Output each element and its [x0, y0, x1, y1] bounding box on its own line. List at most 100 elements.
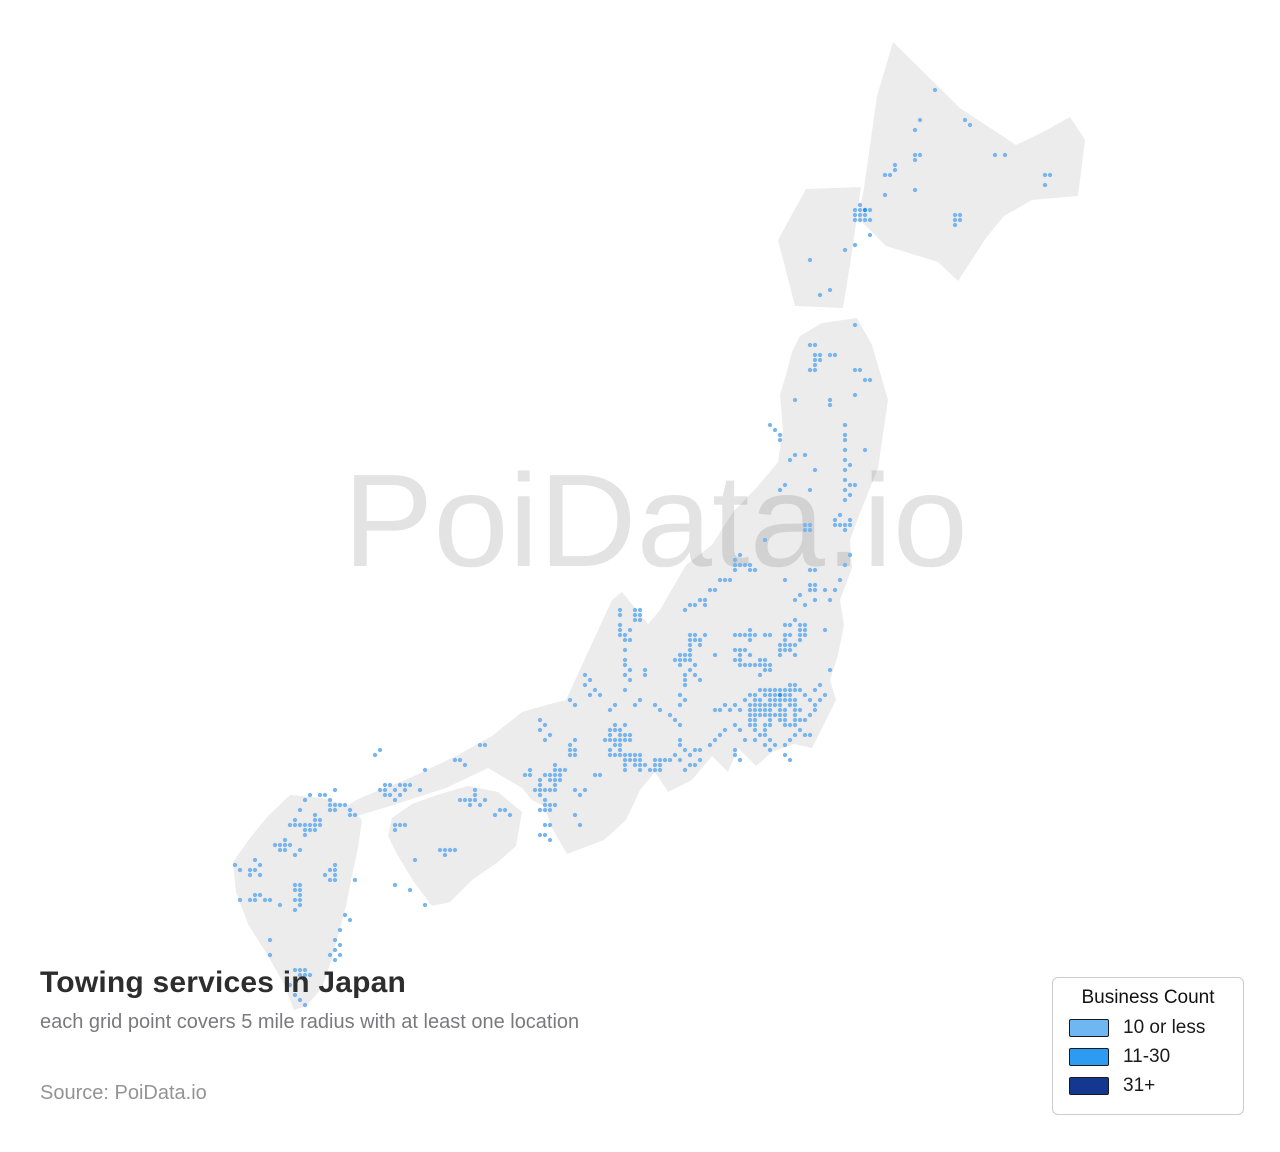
grid-dot [767, 712, 773, 718]
grid-dot [622, 632, 628, 638]
grid-dot [677, 662, 683, 668]
grid-dot [607, 752, 613, 758]
grid-dot [782, 717, 788, 723]
grid-dot [807, 732, 813, 738]
grid-dot [612, 727, 618, 733]
grid-dot [712, 652, 718, 658]
grid-dot [752, 662, 758, 668]
grid-dot [812, 367, 818, 373]
grid-dot [762, 537, 768, 543]
grid-dot [762, 707, 768, 713]
grid-dot [777, 432, 783, 438]
grid-dot [787, 622, 793, 628]
grid-dot [757, 732, 763, 738]
grid-dot [842, 467, 848, 473]
grid-dot [827, 667, 833, 673]
grid-dot [392, 882, 398, 888]
grid-dot [787, 687, 793, 693]
grid-dot [747, 627, 753, 633]
grid-dot [607, 747, 613, 753]
grid-dot [287, 982, 293, 988]
grid-dot [807, 367, 813, 373]
grid-dot [762, 657, 768, 663]
grid-dot [617, 727, 623, 733]
grid-dot [337, 802, 343, 808]
grid-dot [492, 812, 498, 818]
grid-dot [307, 822, 313, 828]
grid-dot [852, 217, 858, 223]
grid-dot [762, 632, 768, 638]
grid-dot [682, 767, 688, 773]
grid-dot [847, 492, 853, 498]
grid-dot [742, 647, 748, 653]
grid-dot [537, 787, 543, 793]
grid-dot [392, 787, 398, 793]
grid-dot [1042, 172, 1048, 178]
grid-dot [767, 632, 773, 638]
grid-dot [857, 202, 863, 208]
grid-dot [757, 712, 763, 718]
grid-dot [632, 607, 638, 613]
grid-dot [692, 602, 698, 608]
grid-dot [312, 822, 318, 828]
grid-dot [782, 687, 788, 693]
grid-dot [792, 397, 798, 403]
grid-dot [727, 707, 733, 713]
grid-dot [452, 757, 458, 763]
grid-dot [807, 522, 813, 528]
grid-dot [277, 847, 283, 853]
grid-dot [832, 352, 838, 358]
grid-dot [912, 127, 918, 133]
grid-dot [607, 732, 613, 738]
grid-dot [752, 567, 758, 573]
grid-dot [772, 697, 778, 703]
grid-dot [792, 702, 798, 708]
grid-dot [332, 807, 338, 813]
grid-dot [752, 717, 758, 723]
grid-dot [672, 752, 678, 758]
grid-dot [617, 612, 623, 618]
grid-dot [397, 822, 403, 828]
grid-dot [762, 667, 768, 673]
grid-dot [332, 947, 338, 953]
grid-dot [582, 672, 588, 678]
grid-dot [767, 697, 773, 703]
grid-dot [677, 657, 683, 663]
grid-dot [797, 632, 803, 638]
grid-dot [862, 207, 868, 213]
grid-dot [637, 752, 643, 758]
grid-dot [567, 742, 573, 748]
grid-dot [622, 672, 628, 678]
grid-dot [842, 527, 848, 533]
grid-dot [772, 692, 778, 698]
grid-dot [812, 357, 818, 363]
grid-dot [737, 632, 743, 638]
grid-dot [297, 967, 303, 973]
grid-dot [292, 852, 298, 858]
grid-dot [757, 672, 763, 678]
grid-dot [252, 867, 258, 873]
grid-dot [762, 712, 768, 718]
grid-dot [767, 422, 773, 428]
grid-dot [537, 782, 543, 788]
grid-dot [297, 997, 303, 1003]
grid-dot [612, 702, 618, 708]
grid-dot [392, 827, 398, 833]
grid-dot [302, 972, 308, 978]
grid-dot [807, 342, 813, 348]
grid-dot [302, 822, 308, 828]
grid-dot [812, 567, 818, 573]
grid-dot [302, 832, 308, 838]
grid-dot [782, 692, 788, 698]
grid-dot [622, 657, 628, 663]
grid-dot [792, 712, 798, 718]
grid-dot [552, 802, 558, 808]
grid-dot [687, 657, 693, 663]
grid-dot [737, 707, 743, 713]
grid-dot [687, 642, 693, 648]
grid-dot [802, 732, 808, 738]
grid-dot [577, 822, 583, 828]
grid-dot [627, 737, 633, 743]
grid-dot [822, 692, 828, 698]
grid-dot [782, 632, 788, 638]
